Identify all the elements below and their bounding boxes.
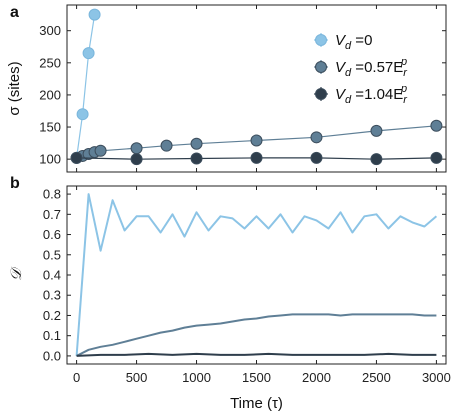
data-point <box>82 47 95 60</box>
y-tick-label: 200 <box>39 87 61 102</box>
panel-label-a: a <box>10 4 19 21</box>
series-line-b-2 <box>76 352 437 357</box>
panel-a: 100 150 200 250 300 a σ (sites) Vd =0 Vd =0.57Er… <box>6 4 447 173</box>
data-point <box>76 108 89 121</box>
y-tick-label: 0.0 <box>43 348 61 363</box>
legend-label: Vd =1.04Erp <box>335 83 408 106</box>
y-tick-label: 300 <box>39 23 61 38</box>
data-point <box>130 142 143 155</box>
x-tick-label: 1000 <box>182 370 211 385</box>
y-tick-label: 100 <box>39 152 61 167</box>
x-tick-label: 2000 <box>302 370 331 385</box>
x-tick-label: 3000 <box>422 370 451 385</box>
data-point <box>94 144 107 157</box>
y-tick-label: 0.1 <box>43 328 61 343</box>
data-point <box>130 153 143 166</box>
y-tick-label: 0.7 <box>43 207 61 222</box>
data-point <box>250 134 263 147</box>
panel-label-b: b <box>10 175 20 192</box>
data-point <box>430 119 443 132</box>
x-tick-label: 2500 <box>362 370 391 385</box>
legend-marker <box>315 34 327 46</box>
y-tick-label: 0.8 <box>43 187 61 202</box>
legend-label: Vd =0 <box>335 32 372 52</box>
data-point <box>370 124 383 137</box>
y-axis-label-a: σ (sites) <box>6 61 23 115</box>
y-tick-label: 150 <box>39 120 61 135</box>
data-point <box>88 8 101 21</box>
legend: Vd =0 Vd =0.57Erp Vd =1.04Erp <box>314 32 408 106</box>
panel-b: 0 500 1000 1500 2000 2500 3000 0.0 0.1 0.2 0.3 0.4 0… <box>8 175 451 412</box>
y-tick-label: 250 <box>39 55 61 70</box>
y-tick-label: 0.3 <box>43 288 61 303</box>
x-tick-label: 500 <box>126 370 148 385</box>
data-point <box>370 153 383 166</box>
data-point <box>190 152 203 165</box>
y-tick-label: 0.2 <box>43 308 61 323</box>
series-line-b-1 <box>76 313 437 357</box>
data-point <box>310 151 323 164</box>
legend-label: Vd =0.57Erp <box>335 56 408 79</box>
data-point <box>250 151 263 164</box>
legend-marker <box>315 88 327 100</box>
series-line-a-0 <box>76 14 96 158</box>
y-axis-label-b: 𝒟 <box>8 266 25 281</box>
data-point <box>430 151 443 164</box>
y-tick-label: 0.5 <box>43 247 61 262</box>
series-line-b-0 <box>75 193 438 356</box>
data-point <box>310 131 323 144</box>
legend-marker <box>315 61 327 73</box>
plot-frame-b <box>66 185 447 365</box>
data-point <box>160 139 173 152</box>
x-tick-label: 1500 <box>242 370 271 385</box>
x-tick-label: 0 <box>73 370 80 385</box>
data-point <box>70 151 83 164</box>
x-axis-label: Time (τ) <box>230 395 283 412</box>
data-point <box>190 137 203 150</box>
y-tick-label: 0.6 <box>43 227 61 242</box>
y-tick-label: 0.4 <box>43 268 61 283</box>
